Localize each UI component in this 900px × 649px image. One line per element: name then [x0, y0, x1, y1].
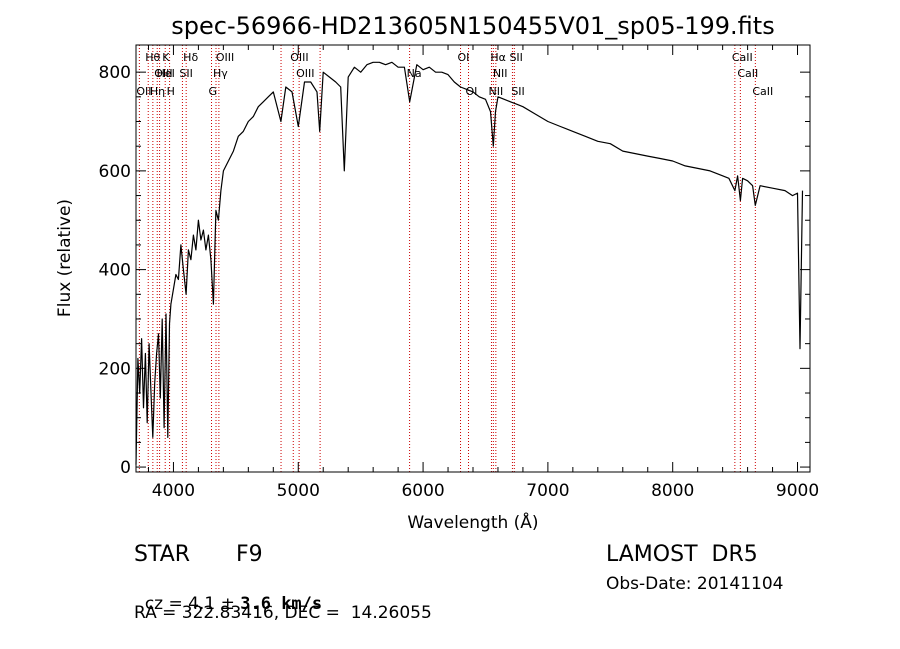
- line-label: NII: [493, 67, 508, 80]
- y-tick-label: 600: [99, 162, 131, 182]
- line-label: OIII: [290, 51, 308, 64]
- line-label: Hθ: [145, 51, 160, 64]
- observation-date: Obs-Date: 20141104: [606, 574, 784, 594]
- line-label: OIII: [154, 67, 172, 80]
- line-label: CaII: [737, 67, 758, 80]
- cz-prefix: cz = 4.1 ±: [144, 594, 241, 614]
- survey-name: LAMOST DR5: [606, 542, 758, 567]
- line-label: SII: [509, 51, 522, 64]
- y-tick-label: 200: [99, 359, 131, 379]
- y-tick-label: 0: [120, 458, 131, 478]
- line-label: Hα: [490, 51, 506, 64]
- line-label: Na: [407, 67, 422, 80]
- y-axis-label: Flux (relative): [55, 199, 75, 317]
- line-label: OIII: [216, 51, 234, 64]
- cz-unit: km/s: [270, 594, 323, 614]
- coordinates: RA = 322.83416, DEC = 14.26055: [134, 603, 432, 623]
- line-label: CaII: [732, 51, 753, 64]
- line-label: G: [209, 85, 218, 98]
- x-tick-label: 7000: [526, 481, 569, 501]
- line-label: NII: [488, 85, 503, 98]
- line-label: HeI: [157, 67, 175, 80]
- redshift-info: cz = 4.1 ± 3.6 km/s: [134, 574, 322, 614]
- object-class: STAR: [134, 542, 191, 567]
- x-tick-label: 5000: [277, 481, 320, 501]
- y-tick-label: 800: [99, 63, 131, 83]
- line-label: K: [162, 51, 170, 64]
- line-label: OIII: [296, 67, 314, 80]
- x-axis-label: Wavelength (Å): [407, 511, 538, 533]
- x-tick-label: 9000: [776, 481, 819, 501]
- line-label: SII: [511, 85, 524, 98]
- spectrum-line: [135, 61, 804, 465]
- line-label: H: [167, 85, 175, 98]
- line-label: SII: [179, 67, 192, 80]
- line-label: Hδ: [183, 51, 198, 64]
- line-label: Hγ: [213, 67, 228, 80]
- x-tick-label: 4000: [152, 481, 195, 501]
- series-layer: [135, 61, 804, 465]
- chart-title: spec-56966-HD213605N150455V01_sp05-199.f…: [171, 12, 774, 40]
- line-label: Hη: [150, 85, 165, 98]
- cz-error: 3.6: [240, 594, 271, 614]
- object-subclass: F9: [236, 542, 263, 567]
- axis-ticks: 4000 5000 6000 7000 8000 9000 0 200 400 600 800: [99, 45, 819, 501]
- line-label: CaII: [752, 85, 773, 98]
- line-label: OI: [458, 51, 470, 64]
- plot-frame: [135, 44, 811, 473]
- line-label: OII: [136, 85, 151, 98]
- x-tick-label: 6000: [401, 481, 444, 501]
- line-markers: [138, 45, 756, 472]
- x-tick-label: 8000: [651, 481, 694, 501]
- y-tick-label: 400: [99, 261, 131, 281]
